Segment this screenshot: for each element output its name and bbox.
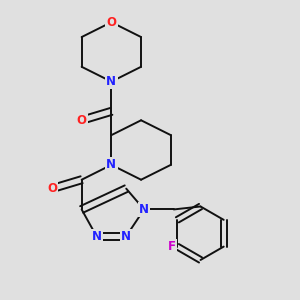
Text: N: N <box>92 230 101 243</box>
Text: O: O <box>106 16 116 29</box>
Text: N: N <box>106 75 116 88</box>
Text: N: N <box>139 203 149 216</box>
Text: O: O <box>47 182 57 195</box>
Text: F: F <box>167 240 175 253</box>
Text: N: N <box>106 158 116 171</box>
Text: O: O <box>76 114 87 127</box>
Text: N: N <box>121 230 131 243</box>
